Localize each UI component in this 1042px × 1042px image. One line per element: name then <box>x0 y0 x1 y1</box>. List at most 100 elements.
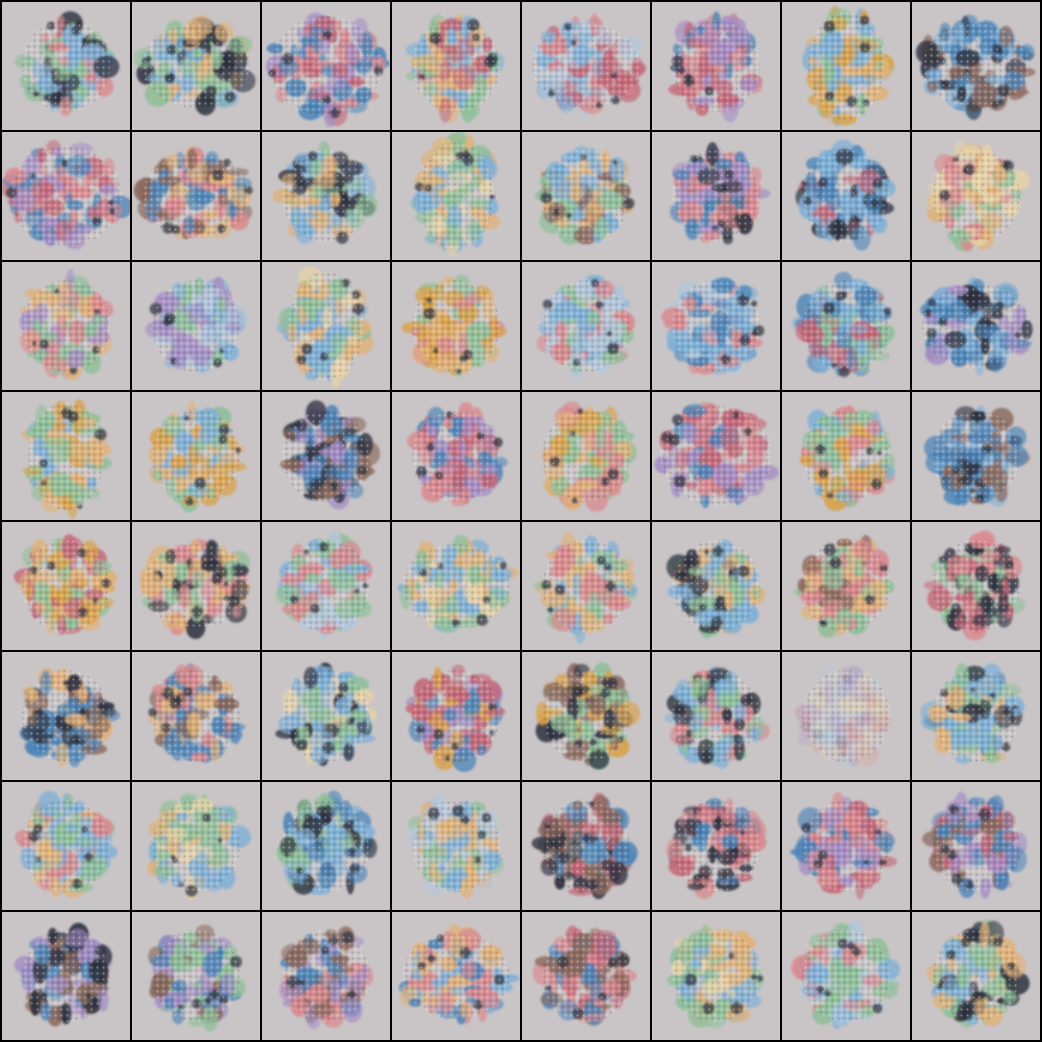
sample-texture <box>672 150 760 242</box>
sample-tile <box>2 392 130 520</box>
sample-texture <box>542 930 630 1022</box>
sample-tile <box>782 2 910 130</box>
sample-tile <box>392 132 520 260</box>
sample-texture <box>672 540 760 632</box>
sample-texture <box>802 800 890 892</box>
sample-texture <box>282 670 370 762</box>
sample-texture <box>402 934 510 1018</box>
sample-texture <box>412 800 500 892</box>
sample-texture <box>802 150 890 242</box>
sample-texture <box>802 410 890 502</box>
sample-tile <box>262 262 390 390</box>
sample-tile <box>392 2 520 130</box>
sample-texture <box>152 410 240 502</box>
sample-tile <box>262 522 390 650</box>
sample-texture <box>282 150 370 242</box>
sample-tile <box>782 912 910 1040</box>
sample-tile <box>912 392 1040 520</box>
sample-tile <box>262 2 390 130</box>
sample-texture <box>932 540 1020 632</box>
sample-texture <box>672 930 760 1022</box>
sample-tile <box>392 392 520 520</box>
sample-texture <box>672 670 760 762</box>
sample-texture <box>282 930 370 1022</box>
sample-texture <box>418 142 494 250</box>
sample-tile <box>2 782 130 910</box>
sample-texture <box>932 930 1020 1022</box>
sample-tile <box>652 262 780 390</box>
sample-tile <box>262 652 390 780</box>
sample-tile <box>782 782 910 910</box>
sample-tile <box>2 132 130 260</box>
sample-texture <box>672 280 760 372</box>
sample-tile <box>522 262 650 390</box>
sample-tile <box>912 522 1040 650</box>
sample-texture <box>932 150 1020 242</box>
sample-tile <box>262 782 390 910</box>
sample-texture <box>672 20 760 112</box>
sample-texture <box>542 800 630 892</box>
sample-texture <box>22 540 110 632</box>
sample-texture <box>808 12 884 120</box>
sample-texture <box>142 154 250 238</box>
sample-texture <box>412 670 500 762</box>
sample-tile <box>392 262 520 390</box>
sample-tile <box>132 652 260 780</box>
sample-tile <box>912 2 1040 130</box>
sample-texture <box>802 930 890 1022</box>
sample-tile <box>392 912 520 1040</box>
sample-tile <box>652 782 780 910</box>
sample-tile <box>132 2 260 130</box>
sample-texture <box>282 540 370 632</box>
sample-texture <box>22 670 110 762</box>
sample-texture <box>152 930 240 1022</box>
sample-texture <box>412 20 500 112</box>
sample-tile <box>782 262 910 390</box>
sample-tile <box>392 782 520 910</box>
sample-texture <box>802 670 890 762</box>
sample-tile <box>2 652 130 780</box>
sample-tile <box>392 522 520 650</box>
sample-tile <box>392 652 520 780</box>
sample-texture <box>672 800 760 892</box>
sample-texture <box>802 540 890 632</box>
sample-texture <box>802 280 890 372</box>
sample-texture <box>152 280 240 372</box>
sample-tile <box>522 392 650 520</box>
sample-tile <box>2 912 130 1040</box>
sample-tile <box>522 782 650 910</box>
sample-texture <box>282 800 370 892</box>
sample-texture <box>542 670 630 762</box>
sample-tile <box>132 262 260 390</box>
sample-texture <box>412 410 500 502</box>
sample-tile <box>652 2 780 130</box>
sample-texture <box>542 540 630 632</box>
sample-texture <box>142 544 250 628</box>
sample-texture <box>22 930 110 1022</box>
sample-tile <box>912 912 1040 1040</box>
sample-texture <box>22 800 110 892</box>
sample-tile <box>132 782 260 910</box>
sample-texture <box>152 800 240 892</box>
sample-tile <box>912 262 1040 390</box>
sample-tile <box>912 132 1040 260</box>
sample-tile <box>262 132 390 260</box>
sample-texture <box>412 280 500 372</box>
sample-texture <box>932 670 1020 762</box>
sample-tile <box>782 522 910 650</box>
sample-texture <box>22 20 110 112</box>
sample-texture <box>142 24 250 108</box>
sample-tile <box>912 782 1040 910</box>
sample-tile <box>652 132 780 260</box>
sample-tile <box>132 132 260 260</box>
sample-tile <box>912 652 1040 780</box>
sample-tile <box>522 2 650 130</box>
sample-tile <box>262 912 390 1040</box>
sample-texture <box>922 24 1030 108</box>
sample-tile <box>652 522 780 650</box>
sample-tile <box>522 132 650 260</box>
sample-texture <box>932 410 1020 502</box>
